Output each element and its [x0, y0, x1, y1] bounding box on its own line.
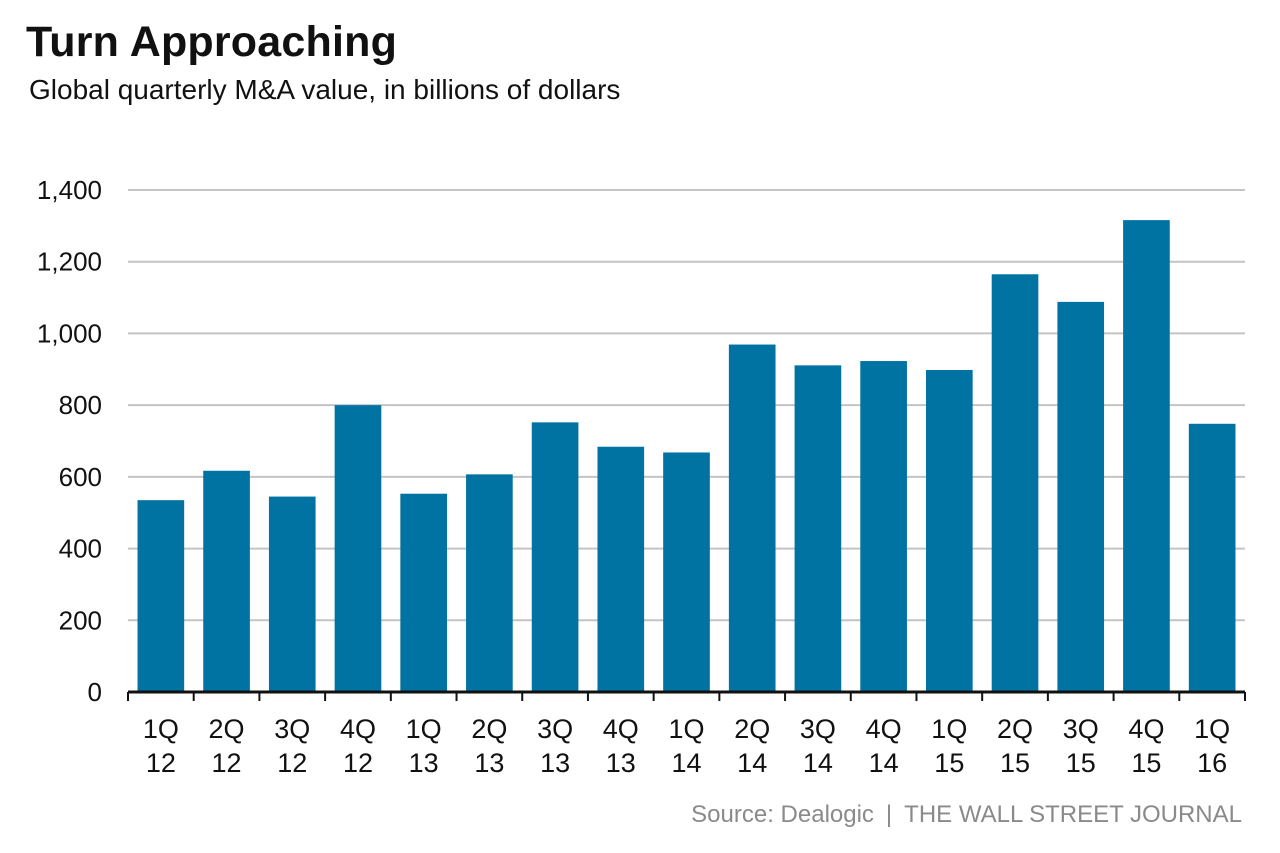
x-tick-label-quarter: 1Q: [668, 714, 704, 744]
x-tick-label-year: 12: [212, 748, 242, 778]
y-tick-label: 200: [59, 605, 102, 635]
x-tick-label: 4Q 14: [866, 714, 902, 778]
x-tick-label: 3Q 13: [537, 714, 573, 778]
x-tick-label-year: 14: [737, 748, 767, 778]
bar: [466, 474, 513, 692]
x-tick-label-quarter: 3Q: [274, 714, 310, 744]
x-tick-label-year: 13: [409, 748, 439, 778]
bar: [991, 274, 1039, 692]
y-tick-label: 800: [59, 390, 102, 420]
x-tick-label-year: 13: [474, 748, 504, 778]
x-tick-label-quarter: 2Q: [997, 714, 1033, 744]
y-tick-label: 1,000: [37, 318, 102, 348]
source-line: Source: Dealogic | THE WALL STREET JOURNAL: [691, 801, 1242, 829]
x-tick-label-year: 14: [671, 748, 701, 778]
x-tick-label: 4Q 13: [603, 714, 639, 778]
x-tick-label-year: 15: [1131, 748, 1161, 778]
x-tick-label-quarter: 2Q: [734, 714, 770, 744]
bar: [137, 500, 185, 692]
x-tick-label-quarter: 4Q: [340, 714, 376, 744]
bar: [268, 496, 316, 692]
x-tick-label-quarter: 1Q: [143, 714, 179, 744]
chart-title: Turn Approaching: [26, 18, 398, 66]
x-tick-label-year: 14: [869, 748, 899, 778]
bar: [1188, 423, 1236, 692]
bar: [794, 365, 842, 692]
x-tick-label: 2Q 13: [471, 714, 507, 778]
x-tick-label-year: 14: [803, 748, 833, 778]
bar: [334, 405, 382, 692]
x-tick-label: 1Q 14: [668, 714, 704, 778]
x-tick-label: 2Q 12: [209, 714, 245, 778]
bar: [597, 446, 645, 692]
x-tick-label: 1Q 15: [931, 714, 967, 778]
x-tick-label-quarter: 1Q: [931, 714, 967, 744]
x-tick-label-year: 15: [934, 748, 964, 778]
x-tick-label: 3Q 12: [274, 714, 310, 778]
source-separator: |: [885, 801, 893, 828]
x-tick-label-quarter: 1Q: [1194, 714, 1230, 744]
source-credit: Source: Dealogic: [691, 801, 874, 828]
x-tick-label: 1Q 16: [1194, 714, 1230, 778]
bar: [728, 344, 776, 692]
x-tick-label: 2Q 15: [997, 714, 1033, 778]
x-tick-label: 1Q 12: [143, 714, 179, 778]
y-tick-label: 0: [88, 677, 102, 707]
bar: [1123, 220, 1170, 692]
x-tick-label-year: 15: [1000, 748, 1030, 778]
source-publisher: THE WALL STREET JOURNAL: [904, 801, 1242, 828]
bar: [860, 361, 907, 692]
x-tick-label-year: 12: [146, 748, 176, 778]
bar: [663, 452, 710, 692]
bar: [203, 470, 250, 692]
x-tick-label-year: 15: [1066, 748, 1096, 778]
y-tick-label: 1,400: [37, 175, 102, 205]
x-tick-label-year: 16: [1197, 748, 1227, 778]
x-tick-label-quarter: 3Q: [1063, 714, 1099, 744]
x-tick-label-quarter: 2Q: [209, 714, 245, 744]
bar: [1057, 301, 1105, 692]
bar: [531, 422, 579, 692]
x-tick-label: 4Q 12: [340, 714, 376, 778]
x-tick-label: 3Q 14: [800, 714, 836, 778]
x-tick-label: 1Q 13: [406, 714, 442, 778]
x-tick-label-year: 12: [277, 748, 307, 778]
x-tick-label-quarter: 4Q: [866, 714, 902, 744]
x-tick-label-year: 12: [343, 748, 373, 778]
x-tick-label-year: 13: [540, 748, 570, 778]
bar: [925, 370, 973, 692]
x-tick-label-year: 13: [606, 748, 636, 778]
x-tick-label-quarter: 4Q: [603, 714, 639, 744]
y-tick-label: 1,200: [37, 247, 102, 277]
x-tick-label: 2Q 14: [734, 714, 770, 778]
x-tick-label-quarter: 2Q: [471, 714, 507, 744]
x-tick-label: 3Q 15: [1063, 714, 1099, 778]
bars: [137, 220, 1236, 692]
x-tick-label: 4Q 15: [1128, 714, 1164, 778]
x-tick-label-quarter: 4Q: [1128, 714, 1164, 744]
x-tick-label-quarter: 3Q: [537, 714, 573, 744]
bar: [400, 493, 448, 692]
y-tick-label: 600: [59, 462, 102, 492]
x-tick-label-quarter: 1Q: [406, 714, 442, 744]
y-axis-tick-labels: 0 200 400 600 800 1,000 1,200 1,400: [37, 175, 102, 707]
y-tick-label: 400: [59, 534, 102, 564]
x-tick-label-quarter: 3Q: [800, 714, 836, 744]
x-axis: [127, 690, 1246, 701]
chart-subtitle: Global quarterly M&A value, in billions …: [29, 74, 621, 105]
